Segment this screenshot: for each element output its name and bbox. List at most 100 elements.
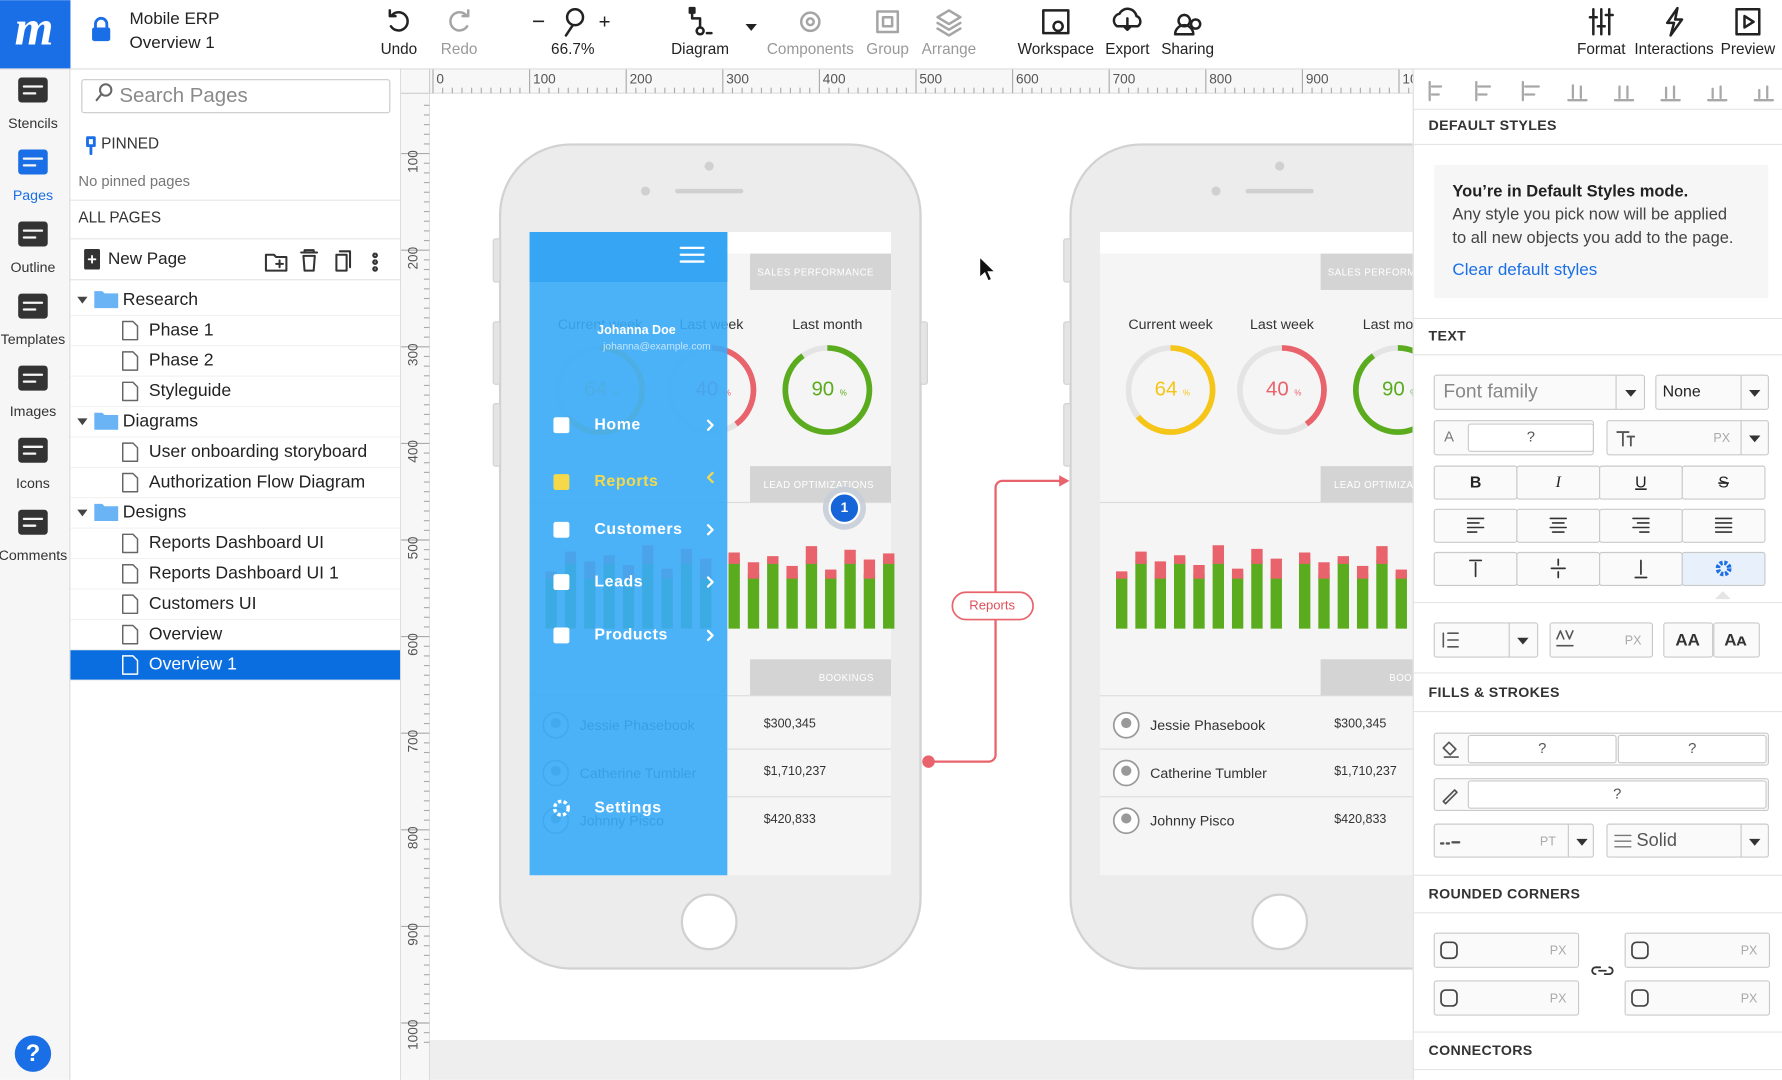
page-row[interactable]: Research	[70, 285, 401, 316]
menu-chevron	[706, 576, 714, 588]
toolbar-button[interactable]	[1173, 13, 1202, 36]
corner-input[interactable]	[1433, 932, 1580, 968]
page-row[interactable]: Phase 2	[70, 346, 401, 377]
menu-icon	[553, 627, 570, 644]
corner-input[interactable]	[1624, 980, 1771, 1016]
format-button[interactable]	[1681, 508, 1766, 543]
ruler-label: 500	[405, 536, 420, 559]
toolbar-button[interactable]	[1735, 8, 1761, 36]
page-row[interactable]: Authorization Flow Diagram	[70, 467, 401, 499]
booking-amount: $1,710,237	[1334, 764, 1397, 778]
page-row[interactable]: Reports Dashboard UI 1	[70, 559, 401, 590]
left-ruler	[401, 93, 430, 1080]
toolbar-label[interactable]: Interactions	[1634, 41, 1714, 58]
line-height-box[interactable]	[1606, 420, 1769, 456]
line-spacing-box[interactable]	[1433, 622, 1539, 658]
smallcaps-button[interactable]	[1713, 622, 1760, 658]
help-button[interactable]	[14, 1035, 52, 1072]
toolbar-label[interactable]: 66.7%	[551, 41, 595, 58]
toolbar-button[interactable]	[876, 10, 900, 34]
menu-item[interactable]: Products	[594, 627, 667, 644]
connector-label[interactable]: Reports	[969, 597, 1015, 612]
stroke-input[interactable]	[1467, 780, 1767, 809]
chart-bar	[1173, 559, 1186, 629]
rail-label[interactable]: Comments	[0, 548, 67, 564]
toolbar-button[interactable]	[1112, 7, 1142, 31]
dropdown-arrow	[1576, 838, 1588, 846]
zoom-in[interactable]: +	[599, 10, 611, 33]
font-family-select[interactable]	[1433, 374, 1646, 410]
page-row[interactable]: Customers UI	[70, 589, 401, 621]
page-row[interactable]: Styleguide	[70, 376, 401, 408]
uppercase-button[interactable]	[1663, 622, 1714, 658]
rail-label[interactable]: Outline	[10, 260, 55, 276]
left-rail: Stencils Pages Outline Templates Images Icons…	[0, 69, 71, 1080]
page-row[interactable]: Diagrams	[70, 407, 401, 438]
format-button[interactable]	[1516, 508, 1601, 543]
rail-label[interactable]: Pages	[13, 188, 53, 204]
dropdown-arrow	[1625, 389, 1637, 397]
font-size-input[interactable]	[1467, 423, 1594, 452]
toolbar-label[interactable]: Diagram	[671, 41, 729, 58]
clear-styles-link[interactable]: Clear default styles	[1452, 260, 1597, 279]
badge[interactable]	[828, 492, 861, 525]
menu-item[interactable]: Home	[594, 416, 640, 433]
fill-input[interactable]	[1617, 734, 1767, 764]
format-button[interactable]	[1599, 508, 1683, 543]
rail-label[interactable]: Images	[10, 404, 57, 420]
toolbar-label[interactable]: Export	[1105, 41, 1150, 58]
menu-item[interactable]: Reports	[594, 473, 658, 490]
toolbar-label[interactable]: Undo	[381, 41, 418, 58]
toolbar-label[interactable]: Workspace	[1018, 41, 1094, 58]
menu-chevron	[706, 471, 714, 484]
corner-input[interactable]	[1433, 980, 1580, 1016]
page-icon	[122, 320, 139, 341]
rail-label[interactable]: Templates	[1, 332, 66, 348]
rail-label[interactable]: Icons	[16, 476, 50, 492]
page-row[interactable]: User onboarding storyboard	[70, 437, 401, 469]
menu-item[interactable]: Customers	[594, 521, 682, 538]
toolbar-button[interactable]	[388, 9, 409, 32]
rail-label[interactable]: Stencils	[8, 116, 58, 132]
search-box[interactable]	[81, 79, 391, 114]
font-weight-select[interactable]	[1655, 374, 1769, 410]
side-button	[1063, 321, 1072, 385]
fill-input[interactable]	[1467, 734, 1617, 764]
toolbar-label[interactable]: Sharing	[1161, 41, 1214, 58]
toolbar-button[interactable]	[1588, 8, 1614, 36]
toolbar-label[interactable]: Group	[866, 41, 909, 58]
info-heading: You’re in Default Styles mode.	[1452, 183, 1688, 201]
toolbar-button[interactable]	[1042, 9, 1070, 35]
zoom-out[interactable]: −	[532, 8, 545, 34]
toolbar-label[interactable]: Format	[1577, 41, 1626, 58]
page-row[interactable]: Overview 1	[70, 650, 401, 681]
stroke-style-box[interactable]	[1606, 823, 1769, 858]
toolbar-label[interactable]: Arrange	[922, 41, 977, 58]
format-button[interactable]	[1681, 465, 1766, 500]
toolbar-button[interactable]	[1665, 6, 1684, 37]
page-row[interactable]: Reports Dashboard UI	[70, 528, 401, 560]
chart-bar	[883, 559, 895, 629]
toolbar-button[interactable]	[564, 8, 585, 37]
stroke-width-box[interactable]	[1433, 823, 1594, 858]
letter-spacing-box[interactable]	[1549, 622, 1654, 658]
page-row[interactable]: Designs	[70, 498, 401, 529]
style-button-label: S	[1718, 474, 1729, 491]
toolbar-label[interactable]: Preview	[1721, 41, 1776, 58]
toolbar-label[interactable]: Redo	[441, 41, 478, 58]
corner-input[interactable]	[1624, 932, 1771, 968]
toolbar-button[interactable]	[688, 6, 713, 36]
side-menu: Johanna Doe johanna@example.com Home Report…	[529, 232, 728, 876]
menu-item[interactable]: Leads	[594, 573, 643, 590]
section-header	[1320, 659, 1413, 696]
page-row[interactable]: Phase 1	[70, 315, 401, 347]
menu-settings[interactable]: Settings	[594, 799, 661, 816]
format-button[interactable]	[1681, 551, 1766, 587]
toolbar-label[interactable]: Components	[767, 41, 854, 58]
format-button[interactable]	[1433, 508, 1518, 543]
page-row[interactable]: Overview	[70, 619, 401, 651]
toolbar-button[interactable]	[936, 9, 962, 37]
toolbar-button[interactable]	[799, 11, 821, 33]
toolbar-button[interactable]	[449, 9, 470, 32]
new-page[interactable]: New Page	[108, 249, 187, 268]
